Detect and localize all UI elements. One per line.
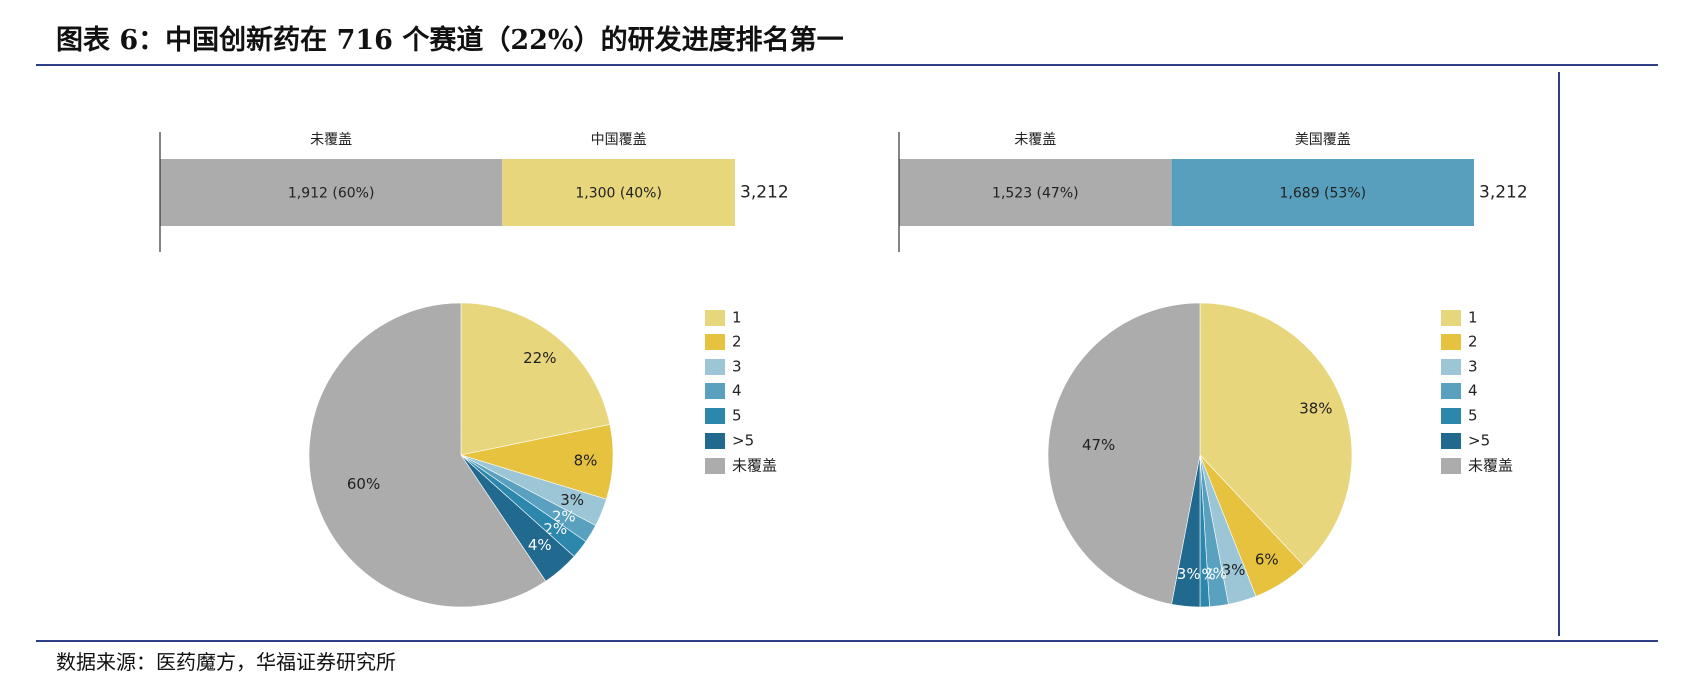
legend-label-1-2: 2 bbox=[732, 333, 742, 351]
pie-label-2-6: 3% bbox=[1177, 565, 1201, 583]
legend-swatch-2-3 bbox=[1441, 359, 1461, 375]
bar-total-label-1: 3,212 bbox=[740, 183, 789, 203]
pie-label-1-3: 3% bbox=[560, 491, 584, 509]
pie-slice-2-1 bbox=[1199, 302, 1353, 567]
legend-swatch-1-3 bbox=[705, 359, 725, 375]
pie-label-1-4: 2% bbox=[552, 508, 576, 526]
bar-header-label-1-1: 未覆盖 bbox=[310, 132, 352, 148]
pie-label-2-4: 2% bbox=[1203, 565, 1227, 583]
pie-slice-2-7 bbox=[1047, 302, 1201, 605]
legend-swatch-2-1 bbox=[1441, 310, 1461, 326]
legend-swatch-1-6 bbox=[705, 433, 725, 449]
bar-segment-2-1 bbox=[899, 159, 1172, 226]
pie-label-1-2: 8% bbox=[574, 451, 598, 469]
legend-swatch-1-5 bbox=[705, 408, 725, 424]
legend-label-2-2: 2 bbox=[1468, 333, 1478, 351]
bottom-rule bbox=[36, 640, 1658, 642]
legend-label-1-6: >5 bbox=[732, 432, 754, 450]
bar-segment-1-2 bbox=[502, 159, 735, 226]
source-note: 数据来源：医药魔方，华福证券研究所 bbox=[56, 650, 396, 674]
bar-segment-1-1 bbox=[160, 159, 503, 226]
legend-label-2-7: 未覆盖 bbox=[1468, 457, 1513, 475]
pie-slice-1-7 bbox=[308, 302, 547, 608]
pie-label-1-7: 60% bbox=[347, 475, 380, 493]
legend-swatch-2-6 bbox=[1441, 433, 1461, 449]
pie-label-2-3: 3% bbox=[1222, 561, 1246, 579]
pie-label-1-6: 4% bbox=[528, 536, 552, 554]
legend-label-2-5: 5 bbox=[1468, 407, 1478, 425]
legend-label-1-7: 未覆盖 bbox=[732, 457, 777, 475]
legend-label-1-5: 5 bbox=[732, 407, 742, 425]
legend-swatch-1-1 bbox=[705, 310, 725, 326]
bar-value-label-1-2: 1,300 (40%) bbox=[575, 186, 662, 202]
legend-label-1-1: 1 bbox=[732, 309, 742, 327]
bar-header-label-1-2: 中国覆盖 bbox=[591, 132, 647, 148]
bar-header-label-2-1: 未覆盖 bbox=[1014, 132, 1056, 148]
bar-segment-2-2 bbox=[1171, 159, 1474, 226]
top-rule bbox=[36, 64, 1658, 66]
figure-title: 图表 6：中国创新药在 716 个赛道（22%）的研发进度排名第一 bbox=[56, 25, 844, 56]
legend-swatch-1-7 bbox=[705, 458, 725, 474]
legend-label-2-1: 1 bbox=[1468, 309, 1478, 327]
bar-value-label-2-1: 1,523 (47%) bbox=[992, 186, 1079, 202]
legend-swatch-1-4 bbox=[705, 383, 725, 399]
pie-slice-1-1 bbox=[460, 302, 611, 456]
bar-total-label-2: 3,212 bbox=[1479, 183, 1528, 203]
legend-label-2-6: >5 bbox=[1468, 432, 1490, 450]
legend-label-1-4: 4 bbox=[732, 382, 742, 400]
bar-value-label-2-2: 1,689 (53%) bbox=[1280, 186, 1367, 202]
bar-header-label-2-2: 美国覆盖 bbox=[1295, 132, 1351, 148]
legend-swatch-2-4 bbox=[1441, 383, 1461, 399]
legend-label-2-4: 4 bbox=[1468, 382, 1478, 400]
pie-label-2-7: 47% bbox=[1082, 436, 1115, 454]
legend-label-1-3: 3 bbox=[732, 358, 742, 376]
legend-swatch-2-2 bbox=[1441, 334, 1461, 350]
bar-value-label-1-1: 1,912 (60%) bbox=[288, 186, 375, 202]
pie-label-2-1: 38% bbox=[1299, 400, 1332, 418]
pie-label-1-5: 2% bbox=[543, 520, 567, 538]
legend-swatch-2-5 bbox=[1441, 408, 1461, 424]
legend-swatch-2-7 bbox=[1441, 458, 1461, 474]
legend-label-2-3: 3 bbox=[1468, 358, 1478, 376]
legend-swatch-1-2 bbox=[705, 334, 725, 350]
pie-label-2-2: 6% bbox=[1255, 551, 1279, 569]
pie-label-1-1: 22% bbox=[523, 349, 556, 367]
right-rule bbox=[1558, 72, 1560, 636]
